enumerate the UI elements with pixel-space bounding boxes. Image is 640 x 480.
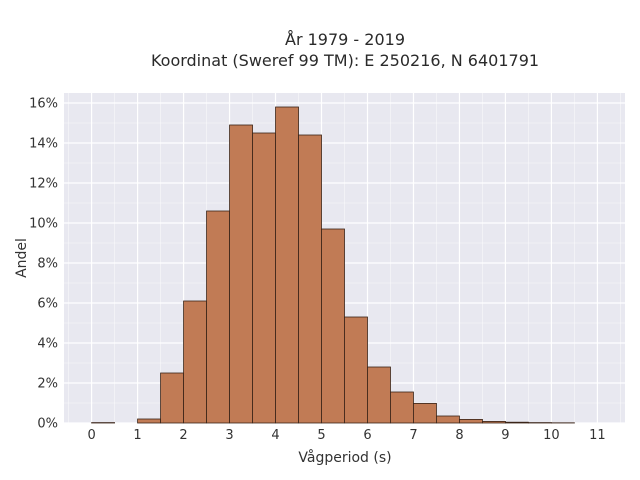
x-tick-label: 10 xyxy=(543,428,560,443)
histogram-bar xyxy=(390,391,414,424)
histogram-bar xyxy=(275,106,299,424)
x-tick-label: 4 xyxy=(271,428,279,443)
histogram-bar xyxy=(298,134,322,424)
x-tick-label: 6 xyxy=(363,428,371,443)
x-tick-label: 7 xyxy=(409,428,417,443)
bars xyxy=(91,106,575,424)
histogram-bar xyxy=(229,124,253,424)
histogram-bar xyxy=(482,420,506,424)
x-tick-label: 5 xyxy=(317,428,325,443)
x-tick-label: 9 xyxy=(501,428,509,443)
y-axis-ticks: 0% 2% 4% 6% 8% 10% 12% 14% 16% xyxy=(29,97,58,432)
histogram-bar xyxy=(206,210,230,424)
histogram-bar xyxy=(436,415,460,424)
y-tick-label: 8% xyxy=(37,257,58,272)
histogram-bar xyxy=(367,366,391,424)
histogram-bar xyxy=(413,402,437,424)
y-tick-label: 0% xyxy=(37,417,58,432)
y-axis-label: Andel xyxy=(14,238,30,278)
chart-title: År 1979 - 2019 xyxy=(285,30,405,49)
x-axis-label: Vågperiod (s) xyxy=(298,449,391,466)
histogram-bar xyxy=(252,132,276,424)
chart-subtitle: Koordinat (Sweref 99 TM): E 250216, N 64… xyxy=(151,51,539,70)
x-tick-label: 11 xyxy=(589,428,606,443)
y-tick-label: 10% xyxy=(29,217,58,232)
histogram-bar xyxy=(321,228,345,424)
histogram-bar xyxy=(160,372,184,424)
y-tick-label: 6% xyxy=(37,297,58,312)
histogram-bar xyxy=(183,300,207,424)
x-tick-label: 3 xyxy=(225,428,233,443)
y-tick-label: 16% xyxy=(29,97,58,112)
histogram-bar xyxy=(459,418,483,424)
x-tick-label: 0 xyxy=(87,428,95,443)
x-tick-label: 1 xyxy=(133,428,141,443)
y-tick-label: 14% xyxy=(29,137,58,152)
histogram-bar xyxy=(505,421,529,424)
y-tick-label: 12% xyxy=(29,177,58,192)
y-tick-label: 4% xyxy=(37,337,58,352)
histogram-bar xyxy=(344,316,368,424)
x-axis-ticks: 0 1 2 3 4 5 6 7 8 9 10 11 xyxy=(87,428,605,443)
x-tick-label: 8 xyxy=(455,428,463,443)
histogram-bar xyxy=(137,418,161,424)
x-tick-label: 2 xyxy=(179,428,187,443)
grid-lines xyxy=(64,93,625,424)
y-tick-label: 2% xyxy=(37,377,58,392)
